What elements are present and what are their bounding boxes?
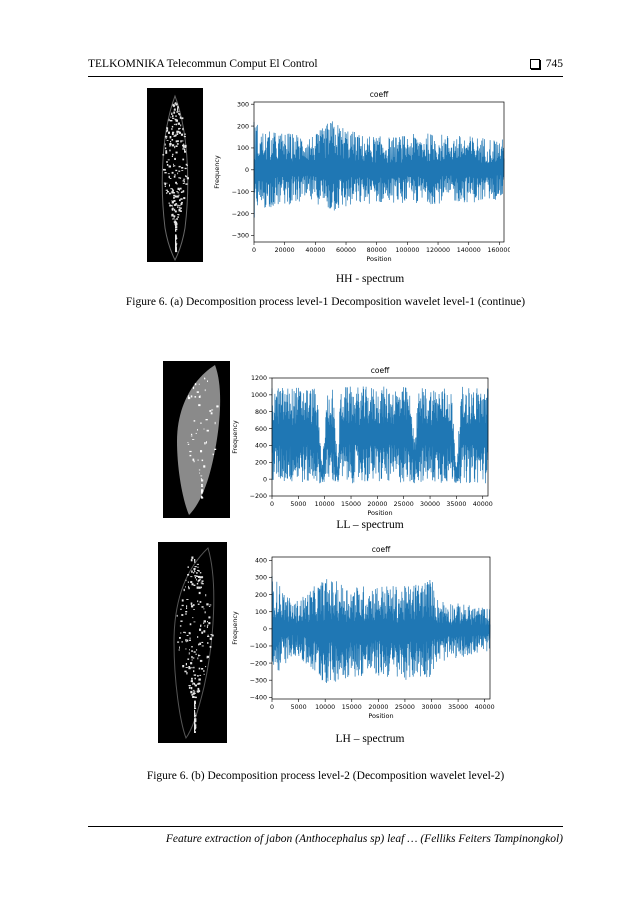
chart-hh-spectrum: coeff 0 20000 40000 60000 80000 100000 120000 14… (213, 90, 510, 263)
running-header: TELKOMNIKA Telecommun Comput El Control … (88, 58, 563, 77)
series-line (271, 575, 491, 683)
y-tick-label: 1200 (251, 375, 267, 382)
x-tick-label: 30000 (420, 501, 440, 508)
y-tick-label: 300 (255, 575, 267, 582)
chart-title: coeff (372, 545, 391, 554)
y-tick-label: −100 (250, 643, 267, 650)
x-tick-label: 15000 (341, 501, 361, 508)
y-tick-label: 200 (255, 459, 267, 466)
x-tick-label: 20000 (368, 704, 388, 711)
caption-lh: LH – spectrum (335, 733, 405, 745)
x-tick-label: 100000 (395, 247, 419, 254)
x-axis-label: Position (368, 712, 393, 720)
y-axis-label: Frequency (231, 611, 239, 645)
y-tick-label: −300 (232, 233, 249, 240)
x-tick-label: 40000 (473, 501, 493, 508)
y-tick-label: 100 (237, 145, 249, 152)
x-tick-label: 80000 (367, 247, 387, 254)
chart-title: coeff (371, 366, 390, 375)
leaf-image-hh (147, 88, 203, 262)
x-tick-label: 60000 (336, 247, 356, 254)
x-tick-label: 5000 (290, 501, 306, 508)
x-tick-label: 25000 (395, 704, 415, 711)
y-tick-label: −200 (232, 211, 249, 218)
y-tick-label: −200 (250, 493, 267, 500)
plot-frame (253, 101, 505, 243)
page-number: 745 (545, 58, 563, 70)
running-footer: Feature extraction of jabon (Anthocephal… (88, 826, 563, 845)
y-axis-label: Frequency (213, 155, 221, 189)
x-tick-label: 40000 (305, 247, 325, 254)
y-tick-label: 0 (263, 476, 267, 483)
plot-frame (271, 556, 491, 700)
series-line (253, 121, 505, 218)
y-tick-label: 0 (263, 626, 267, 633)
x-axis-label: Position (366, 255, 391, 263)
y-tick-label: −100 (232, 189, 249, 196)
x-tick-label: 35000 (446, 501, 466, 508)
y-tick-label: 400 (255, 558, 267, 565)
series-line (271, 386, 489, 484)
y-tick-label: 200 (237, 123, 249, 130)
x-tick-label: 40000 (475, 704, 495, 711)
y-tick-label: −200 (250, 660, 267, 667)
caption-ll: LL – spectrum (336, 519, 404, 531)
x-tick-label: 140000 (457, 247, 481, 254)
leaf-image-ll (163, 361, 230, 518)
chart-title: coeff (370, 90, 389, 99)
x-axis-label: Position (367, 509, 392, 517)
x-tick-label: 30000 (421, 704, 441, 711)
x-tick-label: 35000 (448, 704, 468, 711)
leaf-image-lh (158, 542, 227, 743)
y-tick-label: 0 (245, 167, 249, 174)
x-tick-label: 25000 (394, 501, 414, 508)
y-axis-label: Frequency (231, 420, 239, 454)
y-tick-label: 200 (255, 592, 267, 599)
square-bullet-icon (529, 59, 540, 69)
journal-name: TELKOMNIKA Telecommun Comput El Control (88, 58, 318, 70)
y-tick-label: 800 (255, 409, 267, 416)
x-tick-label: 160000 (487, 247, 510, 254)
x-tick-label: 120000 (426, 247, 450, 254)
x-tick-label: 15000 (342, 704, 362, 711)
x-tick-label: 0 (270, 704, 274, 711)
y-tick-label: 300 (237, 101, 249, 108)
y-tick-label: −300 (250, 677, 267, 684)
caption-hh: HH - spectrum (335, 273, 405, 285)
chart-lh-spectrum: coeff 0 5000 10000 15000 20000 25000 30000 35000… (231, 545, 495, 720)
x-tick-label: 20000 (275, 247, 295, 254)
y-tick-label: 100 (255, 609, 267, 616)
x-tick-label: 0 (270, 501, 274, 508)
x-tick-label: 20000 (367, 501, 387, 508)
figure-6a-caption: Figure 6. (a) Decomposition process leve… (125, 296, 526, 308)
x-tick-label: 0 (252, 247, 256, 254)
y-tick-label: 1000 (251, 392, 267, 399)
x-tick-label: 10000 (315, 501, 335, 508)
x-tick-label: 10000 (315, 704, 335, 711)
plot-frame (271, 377, 489, 497)
y-tick-label: 600 (255, 426, 267, 433)
page-number-group: 745 (529, 58, 563, 70)
y-tick-label: 400 (255, 443, 267, 450)
x-tick-label: 5000 (291, 704, 307, 711)
figure-6b-caption: Figure 6. (b) Decomposition process leve… (146, 770, 505, 782)
y-tick-label: −400 (250, 694, 267, 701)
